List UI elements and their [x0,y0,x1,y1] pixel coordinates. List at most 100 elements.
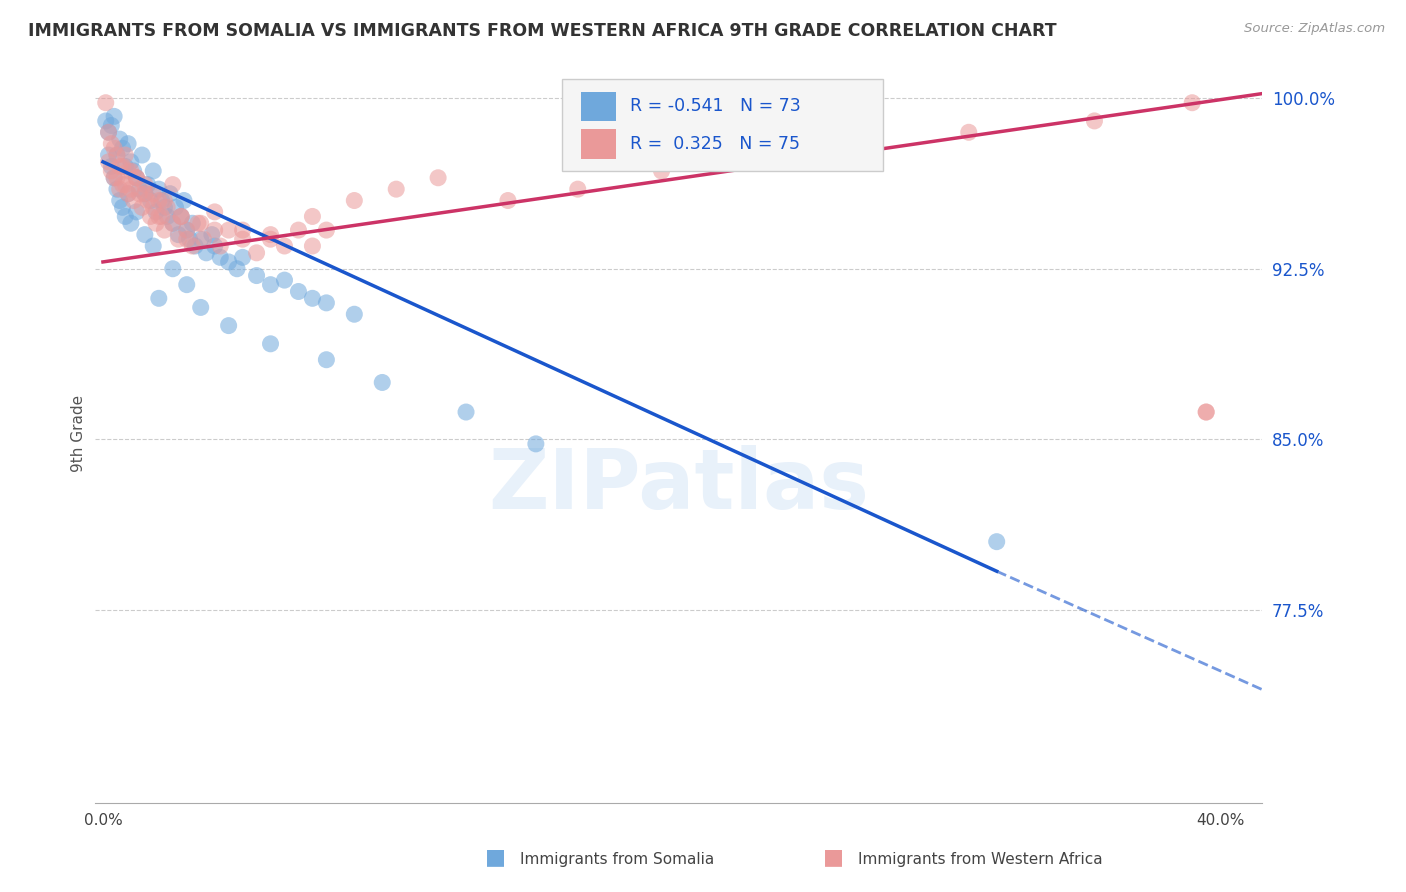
Point [105,170,128,185]
Bar [582,92,616,121]
Point [259,336,281,351]
Point [193,232,215,246]
Point [97,125,120,139]
Point [170,210,193,224]
Point [204,205,226,219]
Point [117,164,139,178]
Point [301,291,323,305]
Point [153,223,176,237]
Text: R =  0.325   N = 75: R = 0.325 N = 75 [630,135,800,153]
FancyBboxPatch shape [561,78,883,171]
Point [120,182,142,196]
Point [190,216,212,230]
Point [148,210,170,224]
Point [105,148,128,162]
Point [120,216,142,230]
Point [128,182,150,196]
Point [218,318,240,333]
Point [114,160,136,174]
Point [131,200,153,214]
Text: ZIPatlas: ZIPatlas [488,445,869,526]
Point [145,216,167,230]
Point [111,160,134,174]
Point [122,194,145,208]
Point [108,194,131,208]
Point [97,154,120,169]
Point [846,141,869,155]
Point [287,223,309,237]
Point [125,205,148,219]
Point [427,170,450,185]
Point [145,205,167,219]
Point [142,164,165,178]
Point [153,194,176,208]
Y-axis label: 9th Grade: 9th Grade [72,395,86,472]
Point [1083,114,1105,128]
Point [100,164,122,178]
Point [148,291,170,305]
Point [259,227,281,242]
Point [218,255,240,269]
Point [1181,95,1204,110]
Point [385,182,408,196]
Point [156,200,179,214]
Point [181,216,204,230]
Point [232,223,254,237]
Point [1195,405,1218,419]
Point [176,223,198,237]
Point [108,132,131,146]
Point [190,301,212,315]
Point [315,296,337,310]
Point [134,178,156,192]
Point [651,164,673,178]
Point [162,216,184,230]
Point [100,136,122,151]
Point [150,210,173,224]
Point [195,245,218,260]
Text: ■: ■ [485,847,506,867]
Point [245,268,267,283]
Point [125,170,148,185]
Point [524,437,547,451]
Point [176,277,198,292]
Point [209,239,232,253]
Point [125,170,148,185]
Point [97,125,120,139]
Point [301,239,323,253]
Point [957,125,980,139]
Point [167,227,190,242]
Point [204,239,226,253]
Point [103,141,125,155]
Point [454,405,477,419]
Point [125,170,148,185]
Point [139,194,162,208]
Point [162,216,184,230]
Point [315,352,337,367]
Point [94,114,117,128]
Point [120,154,142,169]
Point [301,210,323,224]
Point [117,186,139,201]
Point [114,148,136,162]
Point [371,376,394,390]
Point [100,119,122,133]
Point [170,210,193,224]
Point [179,232,201,246]
Text: ■: ■ [823,847,844,867]
Point [142,200,165,214]
Point [567,182,589,196]
Point [134,186,156,201]
Point [259,277,281,292]
Point [190,232,212,246]
Point [111,200,134,214]
Point [148,182,170,196]
Point [259,232,281,246]
Point [165,200,187,214]
Point [162,261,184,276]
Point [103,170,125,185]
Point [1195,405,1218,419]
Point [187,216,209,230]
Point [139,210,162,224]
Point [108,182,131,196]
Point [111,178,134,192]
